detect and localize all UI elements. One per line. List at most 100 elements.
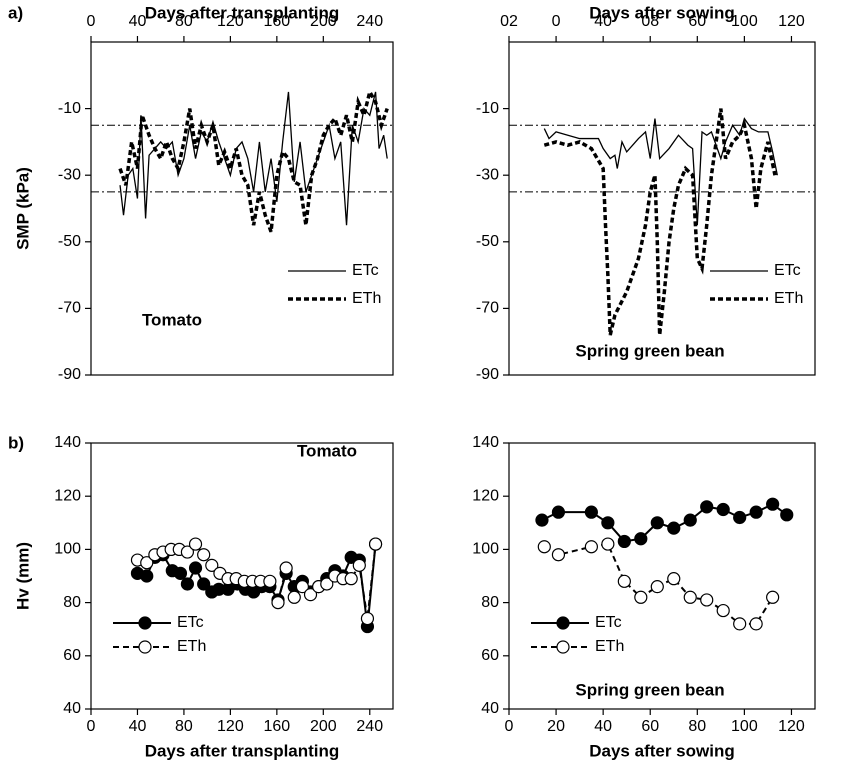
y-tick-label: 120 (54, 487, 81, 504)
marker (537, 540, 551, 554)
marker (180, 545, 195, 559)
y-tick-label: 120 (472, 487, 499, 504)
marker (749, 617, 763, 631)
series-line (543, 108, 777, 336)
series-line (543, 117, 778, 226)
legend-label: ETc (774, 262, 801, 279)
panel: 02 0 40 08 60 100 120 Days after sowing -90 -70 -5… (476, 3, 816, 383)
y-tick-label: -90 (476, 366, 499, 383)
legend-label: ETc (177, 614, 204, 631)
y-tick-label: 100 (54, 541, 81, 558)
x-tick-label: 200 (310, 13, 337, 30)
x-axis-title: Days after transplanting (145, 3, 340, 22)
marker (271, 595, 285, 610)
marker (551, 548, 566, 562)
legend-label: ETh (774, 290, 803, 307)
panel: 0 20 40 60 80 100 120 Days after sowing 40 60 80 10… (472, 434, 816, 760)
x-tick-label: 100 (731, 13, 758, 30)
x-tick-label: 20 (547, 718, 565, 735)
x-axis-title: Days after sowing (589, 741, 735, 760)
marker (320, 577, 334, 591)
marker (733, 510, 747, 525)
x-tick-label: 40 (594, 13, 612, 30)
y-tick-label: 100 (472, 541, 499, 558)
y-tick-label: 40 (481, 700, 499, 717)
x-tick-label: 120 (217, 13, 244, 30)
marker (700, 500, 714, 514)
legend-marker (556, 616, 570, 630)
marker (650, 516, 664, 530)
marker (360, 611, 375, 626)
x-tick-label: 80 (688, 718, 706, 735)
panel-label: a) (8, 3, 23, 22)
marker (749, 505, 763, 519)
y-tick-label: -10 (476, 100, 499, 117)
plot-frame (90, 41, 394, 376)
marker (667, 521, 681, 535)
y-tick-label: 80 (63, 594, 81, 611)
x-tick-label: 80 (175, 718, 193, 735)
y-tick-label: -50 (58, 233, 81, 250)
x-tick-label: 120 (778, 718, 805, 735)
panel: 0 40 80 120 160 200 240 Days after transplantin… (8, 3, 394, 383)
legend-marker (138, 640, 152, 654)
marker (140, 556, 154, 570)
marker (716, 603, 730, 618)
marker (634, 590, 648, 604)
marker (716, 502, 730, 517)
marker (295, 580, 309, 594)
y-axis-title: Hv (mm) (13, 542, 32, 610)
legend-marker (556, 640, 570, 654)
x-tick-label: 120 (778, 13, 805, 30)
x-tick-label: 40 (594, 718, 612, 735)
x-tick-label: 100 (731, 718, 758, 735)
x-tick-label: 60 (688, 13, 706, 30)
x-tick-label: 240 (356, 13, 383, 30)
panel: 0 40 80 120 160 200 240 Days after transplantin… (8, 433, 394, 760)
marker (197, 577, 211, 591)
marker (205, 558, 219, 572)
marker (617, 574, 631, 588)
plot-frame (90, 442, 394, 710)
plot-frame (508, 442, 816, 710)
y-tick-label: -30 (476, 166, 499, 183)
legend-label: ETh (177, 638, 206, 655)
legend-label: ETc (595, 614, 622, 631)
marker (303, 588, 318, 602)
marker (368, 537, 383, 551)
y-tick-label: 140 (54, 434, 81, 451)
legend-marker (138, 616, 152, 630)
x-tick-label: 120 (217, 718, 244, 735)
x-tick-label: 200 (310, 718, 337, 735)
annotation: Spring green bean (575, 680, 724, 699)
marker (601, 537, 615, 551)
y-axis-title: SMP (kPa) (13, 167, 32, 250)
panel-label: b) (8, 433, 24, 452)
x-tick-label: 40 (129, 13, 147, 30)
x-tick-label: 160 (263, 718, 290, 735)
x-tick-label: 08 (641, 13, 659, 30)
y-tick-label: -70 (476, 300, 499, 317)
marker (551, 505, 566, 519)
series-line (119, 91, 388, 226)
annotation: Tomato (297, 441, 357, 460)
y-tick-label: -50 (476, 233, 499, 250)
marker (683, 513, 697, 527)
marker (584, 505, 598, 519)
y-tick-label: 40 (63, 700, 81, 717)
marker (140, 569, 154, 583)
x-axis-title: Days after sowing (589, 3, 735, 22)
x-tick-label: 160 (263, 13, 290, 30)
plot-frame (508, 41, 816, 376)
marker (617, 534, 631, 549)
marker (263, 574, 277, 588)
marker (766, 497, 780, 511)
x-tick-label: 80 (175, 13, 193, 30)
marker (173, 566, 188, 580)
annotation: Tomato (142, 310, 202, 329)
x-tick-label: 0 (87, 718, 96, 735)
y-tick-label: 80 (481, 594, 499, 611)
x-tick-label: 0 (87, 13, 96, 30)
marker (535, 513, 549, 527)
